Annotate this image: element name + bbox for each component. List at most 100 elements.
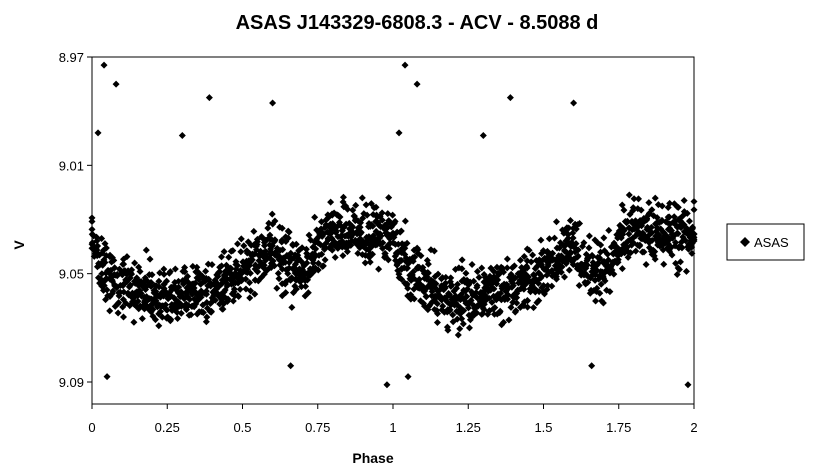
x-tick-label: 1 [389,420,396,435]
data-point [454,331,462,339]
data-point [108,258,116,266]
data-point [459,320,467,328]
data-point [647,223,655,231]
data-point [232,258,240,266]
data-point [218,262,226,270]
data-point [242,275,250,283]
data-point [644,211,652,219]
data-point [377,232,385,240]
data-point [138,315,146,323]
data-point [339,193,347,201]
data-point [302,282,310,290]
data-point [123,278,131,286]
data-point [88,214,96,222]
data-point [509,282,517,290]
x-tick-label: 0.25 [155,420,180,435]
data-point [470,277,478,285]
data-point [240,242,248,250]
data-point [580,239,588,247]
data-point [268,210,276,218]
data-point [496,307,504,315]
data-point [497,289,505,297]
data-points [88,61,698,389]
data-point [620,227,628,235]
data-point [403,239,411,247]
data-point [202,267,210,275]
data-point [593,261,601,269]
data-point [112,80,120,88]
data-point [207,308,215,316]
data-point [600,234,608,242]
data-point [130,318,138,326]
data-point [334,211,342,219]
data-point [464,304,472,312]
data-point [684,381,692,389]
data-point [458,265,466,273]
data-point [449,311,457,319]
data-point [236,285,244,293]
data-point [571,220,579,228]
data-point [288,303,296,311]
data-point [391,252,399,260]
data-point [625,224,633,232]
legend-label-asas: ASAS [754,235,789,250]
data-point [453,284,461,292]
data-point [304,289,312,297]
data-point [516,256,524,264]
data-point [623,219,631,227]
data-point [479,309,487,317]
data-point [151,316,159,324]
data-point [282,289,290,297]
data-point [617,232,625,240]
data-point [292,240,300,248]
data-point [148,271,156,279]
data-point [529,251,537,259]
data-point [535,288,543,296]
data-point [593,284,601,292]
data-point [551,234,559,242]
data-point [511,274,519,282]
data-point [495,271,503,279]
data-point [500,318,508,326]
data-point [303,259,311,267]
data-point [635,242,643,250]
data-point [588,362,596,370]
data-point [126,274,134,282]
data-point [458,315,466,323]
data-point [634,195,642,203]
data-point [385,218,393,226]
data-point [356,223,364,231]
data-point [234,240,242,248]
data-point [363,211,371,219]
data-point [448,281,456,289]
data-point [658,202,666,210]
data-point [422,293,430,301]
data-point [111,281,119,289]
data-point [178,132,186,140]
data-point [524,297,532,305]
data-point [358,194,366,202]
data-point [229,247,237,255]
data-point [264,224,272,232]
data-point [660,260,668,268]
data-point [247,287,255,295]
data-point [462,269,470,277]
data-point [689,223,697,231]
data-point [106,307,114,315]
data-point [279,246,287,254]
data-point [246,294,254,302]
data-point [366,258,374,266]
data-point [255,252,263,260]
data-point [552,218,560,226]
data-point [443,323,451,331]
data-point [186,295,194,303]
data-point [120,313,128,321]
data-point [115,299,123,307]
data-point [223,298,231,306]
data-point [647,229,655,237]
data-point [625,230,633,238]
data-point [102,244,110,252]
data-point [606,288,614,296]
data-point [131,259,139,267]
data-point [558,263,566,271]
